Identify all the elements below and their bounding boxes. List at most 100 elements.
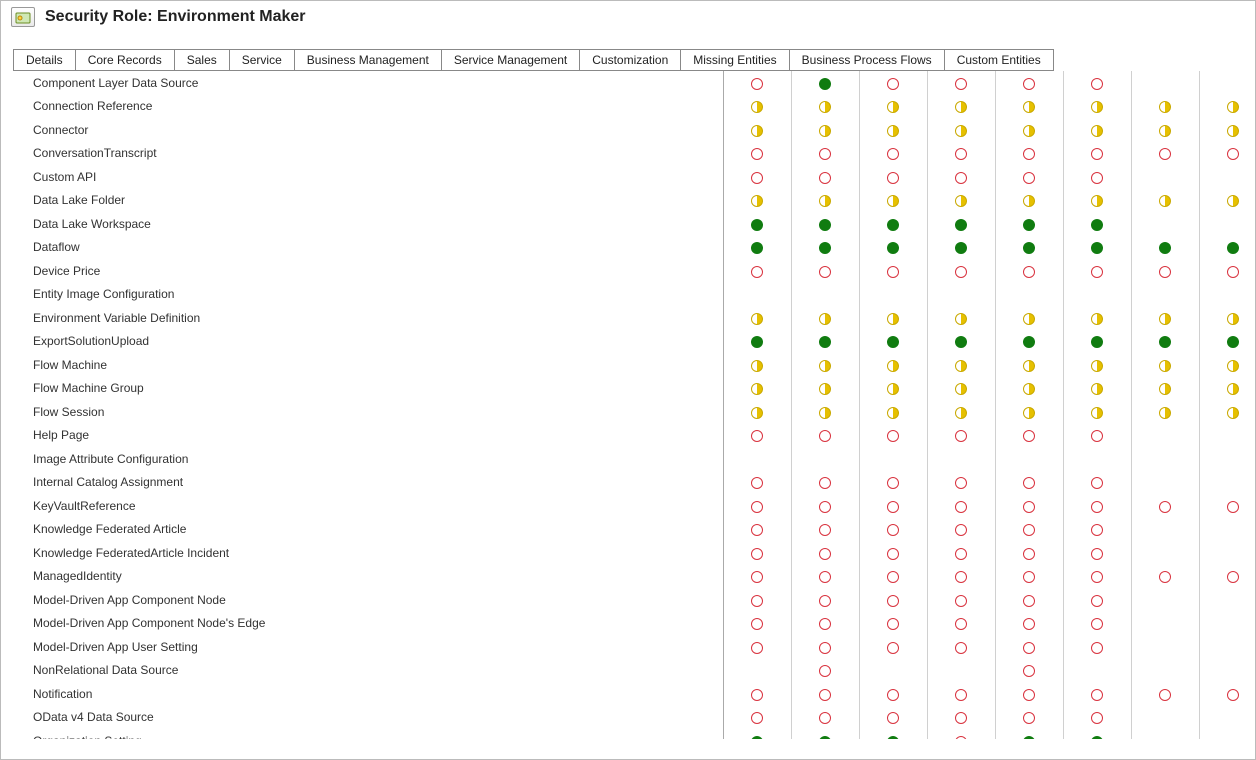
permission-cell[interactable] xyxy=(859,541,927,565)
permission-cell[interactable] xyxy=(995,424,1063,448)
permission-cell[interactable] xyxy=(791,142,859,166)
permission-cell[interactable] xyxy=(723,236,791,260)
permission-cell[interactable] xyxy=(723,259,791,283)
permission-cell[interactable] xyxy=(859,330,927,354)
permission-cell[interactable] xyxy=(1063,494,1131,518)
permission-cell[interactable] xyxy=(1063,236,1131,260)
permission-cell[interactable] xyxy=(995,189,1063,213)
permission-cell[interactable] xyxy=(1063,588,1131,612)
permission-cell[interactable] xyxy=(1063,95,1131,119)
permission-cell[interactable] xyxy=(1063,400,1131,424)
permission-cell[interactable] xyxy=(791,588,859,612)
permission-cell[interactable] xyxy=(723,612,791,636)
permission-cell[interactable] xyxy=(927,377,995,401)
permission-cell[interactable] xyxy=(1131,447,1199,471)
permission-cell[interactable] xyxy=(1199,306,1243,330)
permission-cell[interactable] xyxy=(859,283,927,307)
permission-cell[interactable] xyxy=(1199,212,1243,236)
permission-cell[interactable] xyxy=(791,236,859,260)
permission-cell[interactable] xyxy=(791,118,859,142)
permission-cell[interactable] xyxy=(1063,518,1131,542)
permission-cell[interactable] xyxy=(1063,377,1131,401)
permission-cell[interactable] xyxy=(723,565,791,589)
permission-cell[interactable] xyxy=(1199,588,1243,612)
permission-cell[interactable] xyxy=(927,71,995,95)
permission-cell[interactable] xyxy=(995,118,1063,142)
permission-cell[interactable] xyxy=(1131,471,1199,495)
permission-cell[interactable] xyxy=(927,165,995,189)
permission-cell[interactable] xyxy=(791,541,859,565)
permission-cell[interactable] xyxy=(995,283,1063,307)
permission-cell[interactable] xyxy=(791,95,859,119)
permission-cell[interactable] xyxy=(859,236,927,260)
permission-cell[interactable] xyxy=(1199,706,1243,730)
permission-cell[interactable] xyxy=(995,635,1063,659)
permission-cell[interactable] xyxy=(1063,142,1131,166)
permission-cell[interactable] xyxy=(927,635,995,659)
permission-cell[interactable] xyxy=(1199,729,1243,739)
permission-cell[interactable] xyxy=(995,400,1063,424)
permission-cell[interactable] xyxy=(859,494,927,518)
permission-cell[interactable] xyxy=(1199,353,1243,377)
permission-cell[interactable] xyxy=(791,494,859,518)
permission-cell[interactable] xyxy=(723,518,791,542)
permission-cell[interactable] xyxy=(859,588,927,612)
permission-cell[interactable] xyxy=(927,142,995,166)
permission-cell[interactable] xyxy=(723,447,791,471)
permission-cell[interactable] xyxy=(927,189,995,213)
permission-cell[interactable] xyxy=(927,212,995,236)
permission-cell[interactable] xyxy=(995,729,1063,739)
permission-cell[interactable] xyxy=(1063,71,1131,95)
permission-cell[interactable] xyxy=(1131,330,1199,354)
permission-cell[interactable] xyxy=(1131,306,1199,330)
permission-cell[interactable] xyxy=(927,283,995,307)
permission-cell[interactable] xyxy=(927,659,995,683)
permission-cell[interactable] xyxy=(927,471,995,495)
permission-cell[interactable] xyxy=(723,377,791,401)
permission-cell[interactable] xyxy=(1063,330,1131,354)
permission-cell[interactable] xyxy=(1199,400,1243,424)
permission-cell[interactable] xyxy=(859,706,927,730)
permission-cell[interactable] xyxy=(859,424,927,448)
permission-cell[interactable] xyxy=(723,588,791,612)
permission-cell[interactable] xyxy=(859,142,927,166)
permission-cell[interactable] xyxy=(723,494,791,518)
permission-cell[interactable] xyxy=(1063,659,1131,683)
permission-cell[interactable] xyxy=(927,447,995,471)
permission-cell[interactable] xyxy=(927,565,995,589)
permission-cell[interactable] xyxy=(1063,612,1131,636)
permission-cell[interactable] xyxy=(859,165,927,189)
permission-cell[interactable] xyxy=(1131,71,1199,95)
permission-cell[interactable] xyxy=(1131,706,1199,730)
permission-cell[interactable] xyxy=(859,682,927,706)
permission-cell[interactable] xyxy=(1131,377,1199,401)
permission-cell[interactable] xyxy=(1063,212,1131,236)
permission-cell[interactable] xyxy=(1199,518,1243,542)
permission-cell[interactable] xyxy=(791,447,859,471)
permission-cell[interactable] xyxy=(1199,259,1243,283)
permission-cell[interactable] xyxy=(1199,682,1243,706)
permission-cell[interactable] xyxy=(723,330,791,354)
permission-cell[interactable] xyxy=(791,471,859,495)
permission-cell[interactable] xyxy=(995,306,1063,330)
permission-cell[interactable] xyxy=(1063,189,1131,213)
permission-cell[interactable] xyxy=(927,259,995,283)
permission-cell[interactable] xyxy=(723,283,791,307)
permission-cell[interactable] xyxy=(791,165,859,189)
permission-cell[interactable] xyxy=(1199,635,1243,659)
permission-cell[interactable] xyxy=(791,259,859,283)
permission-cell[interactable] xyxy=(1131,541,1199,565)
permission-cell[interactable] xyxy=(723,400,791,424)
permission-cell[interactable] xyxy=(995,612,1063,636)
permission-cell[interactable] xyxy=(927,588,995,612)
permission-cell[interactable] xyxy=(723,95,791,119)
permission-cell[interactable] xyxy=(859,565,927,589)
permission-cell[interactable] xyxy=(1131,612,1199,636)
permission-cell[interactable] xyxy=(791,306,859,330)
permission-cell[interactable] xyxy=(1199,659,1243,683)
permission-cell[interactable] xyxy=(1131,635,1199,659)
permission-cell[interactable] xyxy=(723,635,791,659)
permission-cell[interactable] xyxy=(1131,659,1199,683)
permission-cell[interactable] xyxy=(927,118,995,142)
permission-cell[interactable] xyxy=(791,729,859,739)
